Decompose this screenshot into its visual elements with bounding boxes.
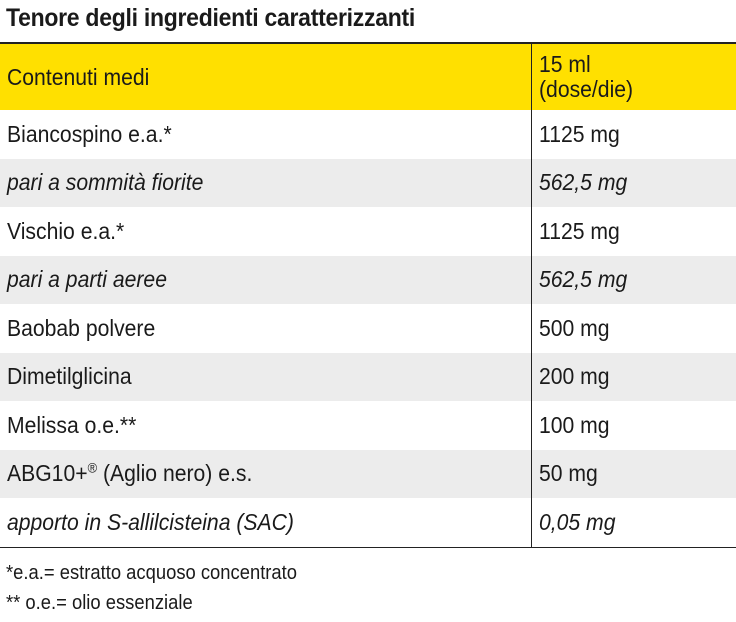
ingredient-value-cell: 200 mg bbox=[532, 353, 736, 402]
ingredient-name-cell: pari a sommità fiorite bbox=[0, 158, 532, 207]
header-cell-contents: Contenuti medi bbox=[0, 44, 532, 110]
ingredient-value: 562,5 mg bbox=[539, 169, 628, 196]
footnote-oe: ** o.e.= olio essenziale bbox=[6, 592, 193, 614]
ingredient-value-cell: 0,05 mg bbox=[532, 498, 736, 547]
table-header-row: Contenuti medi 15 ml (dose/die) bbox=[0, 44, 736, 110]
ingredient-value: 200 mg bbox=[539, 363, 610, 390]
ingredient-name: ABG10+® (Aglio nero) e.s. bbox=[7, 460, 252, 487]
ingredient-name-cell: Melissa o.e.** bbox=[0, 401, 532, 450]
header-cell-dose: 15 ml (dose/die) bbox=[532, 44, 736, 110]
ingredient-value: 100 mg bbox=[539, 411, 610, 438]
ingredient-value-cell: 1125 mg bbox=[532, 110, 736, 159]
ingredient-value: 0,05 mg bbox=[539, 508, 616, 535]
ingredient-value-cell: 50 mg bbox=[532, 450, 736, 499]
table-row: Baobab polvere 500 mg bbox=[0, 304, 736, 353]
ingredient-name: Baobab polvere bbox=[7, 314, 156, 341]
ingredient-value: 500 mg bbox=[539, 314, 610, 341]
ingredient-name: apporto in S-allilcisteina (SAC) bbox=[7, 508, 294, 535]
registered-mark: ® bbox=[87, 459, 98, 476]
table-row: Biancospino e.a.* 1125 mg bbox=[0, 110, 736, 159]
ingredient-value: 1125 mg bbox=[539, 120, 620, 147]
ingredient-value-cell: 562,5 mg bbox=[532, 159, 736, 208]
ingredient-name-cell: ABG10+® (Aglio nero) e.s. bbox=[0, 449, 532, 498]
table-row: Vischio e.a.* 1125 mg bbox=[0, 207, 736, 256]
table-row: Dimetilglicina 200 mg bbox=[0, 352, 736, 402]
ingredient-name-suffix: (Aglio nero) e.s. bbox=[97, 460, 253, 487]
table-title: Tenore degli ingredienti caratterizzanti bbox=[6, 4, 416, 32]
footnote-ea: *e.a.= estratto acquoso concentrato bbox=[6, 562, 298, 584]
ingredient-name-cell: Dimetilglicina bbox=[0, 352, 532, 401]
table-row: ABG10+® (Aglio nero) e.s. 50 mg bbox=[0, 449, 736, 499]
header-dose-line1: 15 ml bbox=[539, 51, 591, 77]
ingredient-name-prefix: ABG10+ bbox=[7, 460, 88, 487]
ingredient-name: pari a parti aeree bbox=[7, 266, 167, 293]
header-label-dose: 15 ml (dose/die) bbox=[539, 52, 633, 102]
ingredient-value-cell: 562,5 mg bbox=[532, 256, 736, 305]
table-row: Melissa o.e.** 100 mg bbox=[0, 401, 736, 450]
ingredient-name: pari a sommità fiorite bbox=[7, 169, 204, 196]
ingredient-value: 1125 mg bbox=[539, 217, 620, 244]
ingredient-name-cell: apporto in S-allilcisteina (SAC) bbox=[0, 498, 532, 547]
ingredient-name: Melissa o.e.** bbox=[7, 411, 137, 438]
header-label-contents: Contenuti medi bbox=[7, 63, 150, 90]
ingredient-name-cell: Vischio e.a.* bbox=[0, 207, 532, 256]
ingredient-value: 50 mg bbox=[539, 460, 598, 487]
ingredient-name: Dimetilglicina bbox=[7, 363, 132, 390]
header-dose-line2: (dose/die) bbox=[539, 76, 634, 102]
ingredient-value-cell: 500 mg bbox=[532, 304, 736, 353]
table-row: apporto in S-allilcisteina (SAC) 0,05 mg bbox=[0, 498, 736, 547]
ingredient-value-cell: 100 mg bbox=[532, 401, 736, 450]
table-row: pari a parti aeree 562,5 mg bbox=[0, 255, 736, 305]
ingredient-name-cell: pari a parti aeree bbox=[0, 255, 532, 304]
ingredient-name: Biancospino e.a.* bbox=[7, 120, 172, 147]
ingredient-name-cell: Biancospino e.a.* bbox=[0, 110, 532, 159]
ingredient-value-cell: 1125 mg bbox=[532, 207, 736, 256]
ingredients-table: Contenuti medi 15 ml (dose/die) Biancosp… bbox=[0, 42, 736, 548]
footnotes: *e.a.= estratto acquoso concentrato ** o… bbox=[6, 558, 322, 618]
ingredient-name-cell: Baobab polvere bbox=[0, 304, 532, 353]
table-row: pari a sommità fiorite 562,5 mg bbox=[0, 158, 736, 208]
ingredient-value: 562,5 mg bbox=[539, 266, 628, 293]
ingredient-name: Vischio e.a.* bbox=[7, 217, 125, 244]
